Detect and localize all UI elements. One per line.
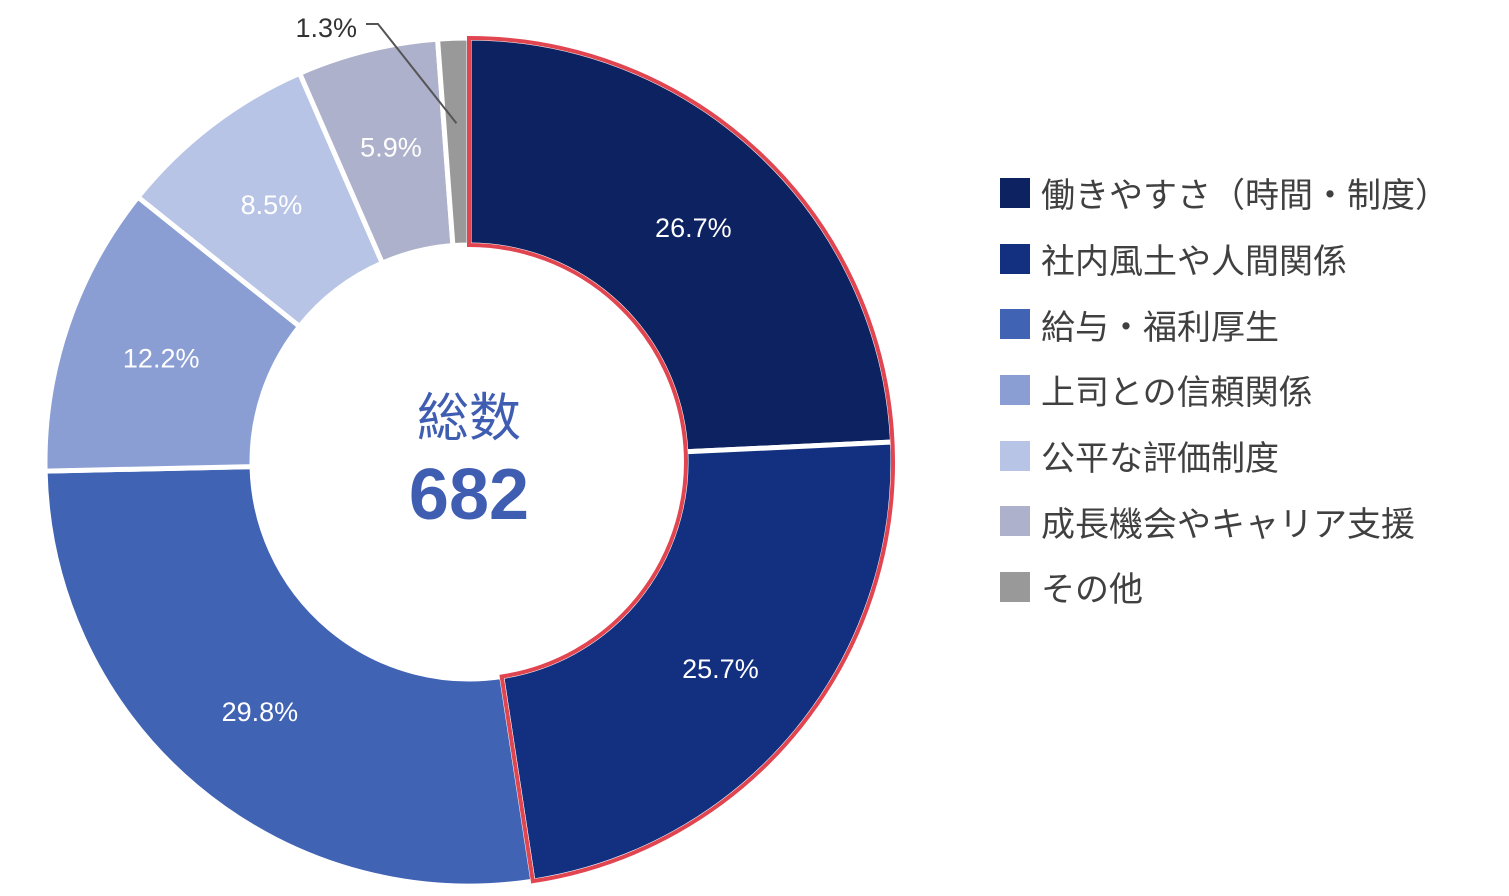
slice-7-label: 1.3% <box>295 13 357 43</box>
center-summary: 総数 682 <box>409 389 529 535</box>
slice-7-leader-line <box>366 23 458 124</box>
legend-label: 成長機会やキャリア支援 <box>1041 504 1415 545</box>
legend-item-4: 上司との信頼関係 <box>1000 357 1449 423</box>
slice-6-label: 5.9% <box>360 133 422 163</box>
legend-label: 公平な評価制度 <box>1041 439 1279 480</box>
legend-swatch <box>1000 243 1030 274</box>
legend-item-2: 社内風土や人間関係 <box>1000 226 1449 292</box>
legend-item-7: その他 <box>1000 554 1449 620</box>
legend-label: 給与・福利厚生 <box>1041 307 1279 348</box>
slice-1 <box>466 35 896 455</box>
legend-swatch <box>1000 309 1030 340</box>
highlight-outline <box>467 35 895 884</box>
legend-swatch <box>1000 374 1030 405</box>
center-title: 総数 <box>417 389 521 449</box>
slices-layer <box>42 35 896 889</box>
legend-swatch <box>1000 440 1030 471</box>
legend-item-5: 公平な評価制度 <box>1000 423 1449 489</box>
legend-swatch <box>1000 506 1030 537</box>
legend-swatch <box>1000 571 1030 602</box>
legend-label: 働きやすさ（時間・制度） <box>1041 176 1449 217</box>
slice-3-label: 29.8% <box>222 697 299 727</box>
legend-item-1: 働きやすさ（時間・制度） <box>1000 160 1449 226</box>
slice-4 <box>42 194 303 474</box>
center-total: 682 <box>409 455 529 535</box>
slice-3 <box>42 464 536 889</box>
legend-item-6: 成長機会やキャリア支援 <box>1000 488 1449 554</box>
data-labels: 26.7% 25.7% 29.8% 12.2% 8.5% 5.9% 1.3% <box>123 13 759 727</box>
slice-4-label: 12.2% <box>123 344 200 374</box>
legend-label: 上司との信頼関係 <box>1041 373 1313 414</box>
slice-5-label: 8.5% <box>241 190 303 220</box>
legend-label: その他 <box>1041 570 1143 611</box>
legend: 働きやすさ（時間・制度） 社内風土や人間関係 給与・福利厚生 上司との信頼関係 公平な評… <box>1000 160 1449 620</box>
slice-2-label: 25.7% <box>682 654 759 684</box>
legend-label: 社内風土や人間関係 <box>1041 242 1347 283</box>
slice-1-label: 26.7% <box>655 213 732 243</box>
highlight-outline-path <box>467 35 895 884</box>
legend-item-3: 給与・福利厚生 <box>1000 291 1449 357</box>
legend-swatch <box>1000 177 1030 208</box>
